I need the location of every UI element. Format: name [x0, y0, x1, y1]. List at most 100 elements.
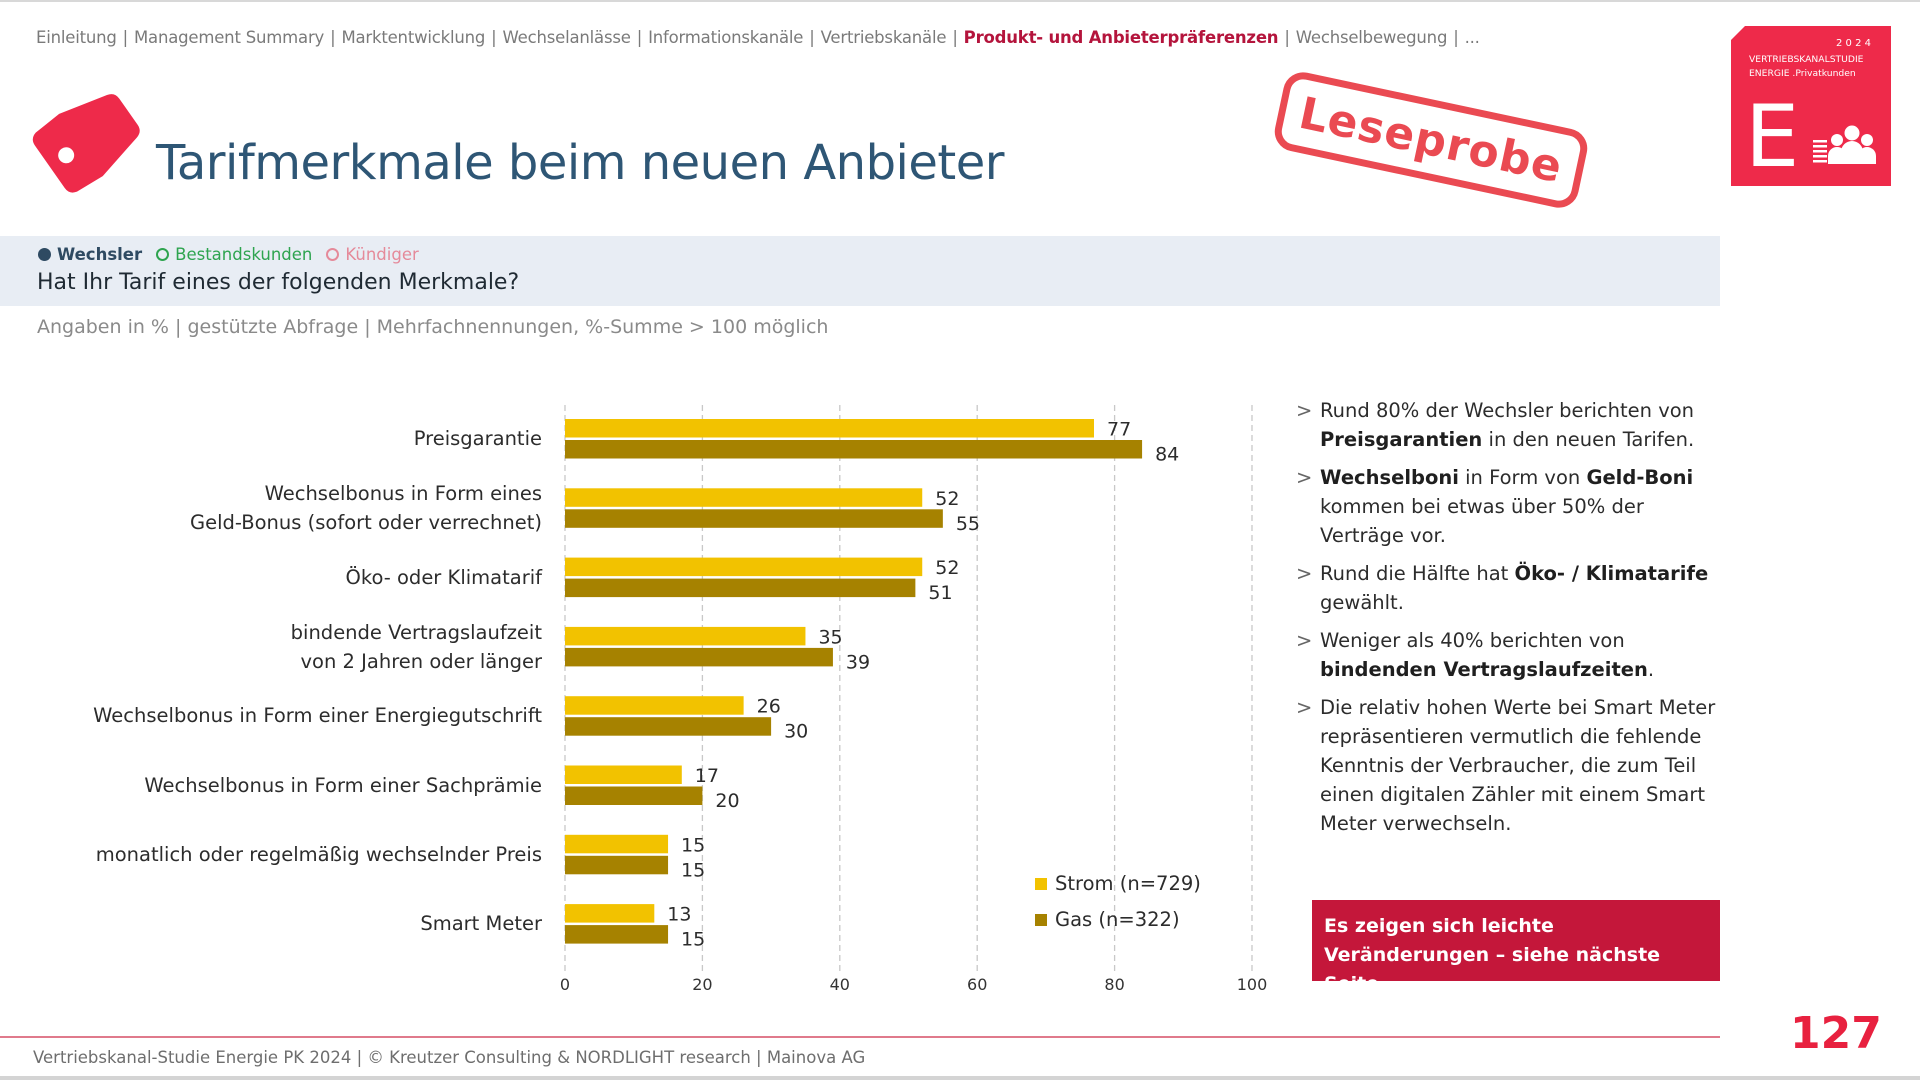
chevron-right-icon: > — [1296, 399, 1313, 422]
insight-text: in Form von — [1458, 466, 1587, 489]
category-label-line: von 2 Jahren oder länger — [300, 649, 542, 673]
insight-text: kommen bei etwas über 50% der Verträge v… — [1320, 495, 1644, 547]
category-label: Smart Meter — [420, 909, 542, 938]
bar-gas — [565, 717, 772, 736]
nav-item[interactable]: Einleitung — [36, 28, 117, 47]
insight-text: Rund die Hälfte hat — [1320, 562, 1515, 585]
nav-separator: | — [1453, 28, 1459, 47]
nav-item[interactable]: ... — [1464, 28, 1480, 47]
filter-label: Kündiger — [345, 245, 419, 264]
filter-wechsler[interactable]: Wechsler — [38, 245, 142, 264]
bar-gas — [565, 647, 833, 667]
data-label: 15 — [681, 859, 705, 881]
bar-strom — [565, 419, 1094, 438]
insight-bullet: > Rund die Hälfte hat Öko- / Klimatarife … — [1296, 559, 1716, 617]
page-title: Tarifmerkmale beim neuen Anbieter — [156, 135, 1005, 191]
insight-bullet: > Rund 80% der Wechsler berichten von Pre… — [1296, 396, 1716, 454]
filter-label: Bestandskunden — [175, 245, 313, 264]
category-label: Wechselbonus in Form einer Energiegutsch… — [93, 701, 542, 730]
nav-item[interactable]: Informationskanäle — [648, 28, 804, 47]
data-label: 15 — [681, 929, 705, 951]
insight-emphasis: Preisgarantien — [1320, 428, 1483, 451]
nav-item[interactable]: Wechselbewegung — [1295, 28, 1448, 47]
bar-strom — [565, 557, 923, 577]
segment-filters: Wechsler Bestandskunden Kündiger — [38, 245, 419, 264]
logo-year: 2 0 2 4 — [1836, 38, 1871, 49]
nav-separator: | — [122, 28, 129, 47]
category-label-line: Preisgarantie — [413, 427, 542, 451]
chevron-right-icon: > — [1296, 466, 1313, 489]
bar-strom — [565, 904, 655, 923]
insight-emphasis: Geld-Boni — [1586, 466, 1694, 489]
data-label: 13 — [667, 904, 691, 926]
question-band — [0, 236, 1720, 306]
insight-emphasis: Öko- / Klimatarife — [1514, 562, 1709, 585]
x-tick-label: 20 — [692, 975, 712, 994]
footer-divider — [0, 1036, 1720, 1038]
bottom-border — [0, 1076, 1920, 1080]
data-label: 35 — [818, 626, 842, 648]
insight-text: Weniger als 40% berichten von — [1320, 629, 1625, 652]
top-border — [0, 0, 1920, 2]
category-label-line: Wechselbonus in Form eines — [264, 482, 542, 506]
category-label-line: Geld-Bonus (sofort oder verrechnet) — [190, 511, 542, 535]
category-label: monatlich oder regelmäßig wechselnder Pr… — [96, 840, 542, 869]
bar-gas — [565, 925, 669, 944]
filter-kuendiger[interactable]: Kündiger — [326, 245, 419, 264]
nav-item[interactable]: Marktentwicklung — [341, 28, 486, 47]
page-number: 127 — [1790, 1008, 1882, 1059]
category-label: Preisgarantie — [414, 424, 542, 453]
x-tick-label: 100 — [1237, 975, 1268, 994]
insight-bullet: > Weniger als 40% berichten von bindenden… — [1296, 626, 1716, 684]
callout-box: Es zeigen sich leichte Veränderungen – s… — [1312, 900, 1720, 995]
data-label: 15 — [681, 834, 705, 856]
study-logo: 2 0 2 4 VERTRIEBSKANALSTUDIE ENERGIE .Pr… — [1731, 26, 1891, 186]
bar-strom — [565, 696, 744, 715]
filter-bestandskunden[interactable]: Bestandskunden — [156, 245, 312, 264]
category-label: Wechselbonus in Form einer Sachprämie — [144, 771, 542, 800]
nav-item[interactable]: Wechselanlässe — [502, 28, 631, 47]
insight-text: Rund 80% der Wechsler berichten von — [1320, 399, 1695, 422]
legend-label: Strom (n=729) — [1055, 872, 1201, 895]
nav-item[interactable]: Vertriebskanäle — [820, 28, 947, 47]
x-tick-label: 60 — [967, 975, 987, 994]
nav-separator: | — [809, 28, 815, 47]
legend-swatch-gas — [1035, 913, 1047, 926]
bar-strom — [565, 626, 806, 646]
category-label-line: Öko- oder Klimatarif — [345, 565, 542, 589]
footer-text: Vertriebskanal-Studie Energie PK 2024 | … — [33, 1048, 866, 1067]
nav-separator: | — [491, 28, 497, 47]
nav-item[interactable]: Produkt- und Anbieterpräferenzen — [963, 28, 1279, 47]
insights-list: > Rund 80% der Wechsler berichten von Pre… — [1296, 396, 1716, 847]
legend-strom: Strom (n=729) — [1035, 872, 1201, 895]
category-label-line: Wechselbonus in Form einer Energiegutsch… — [93, 704, 542, 728]
data-label: 52 — [935, 557, 959, 579]
nav-item[interactable]: Management Summary — [134, 28, 325, 47]
x-tick-label: 0 — [560, 975, 570, 994]
legend-label: Gas (n=322) — [1055, 908, 1180, 931]
insight-emphasis: bindenden Vertragslaufzeiten — [1320, 658, 1648, 681]
category-label: bindende Vertragslaufzeit von 2 Jahren od… — [291, 618, 542, 676]
data-label: 52 — [935, 488, 959, 510]
insight-bullet: > Wechselboni in Form von Geld-Boni komme… — [1296, 463, 1716, 550]
bar-strom — [565, 488, 923, 507]
category-label-line: Smart Meter — [420, 912, 542, 936]
data-label: 39 — [846, 651, 870, 673]
insight-text: . — [1647, 658, 1655, 681]
bar-gas — [565, 578, 916, 598]
chevron-right-icon: > — [1296, 696, 1313, 719]
chevron-right-icon: > — [1296, 562, 1313, 585]
logo-line2: ENERGIE .Privatkunden — [1749, 68, 1856, 79]
category-label-line: Wechselbonus in Form einer Sachprämie — [144, 773, 542, 797]
data-label: 30 — [784, 721, 808, 743]
bar-gas — [565, 509, 943, 528]
x-tick-label: 40 — [830, 975, 850, 994]
data-label: 55 — [956, 513, 980, 535]
bar-strom — [565, 834, 669, 854]
data-label: 51 — [928, 582, 952, 604]
bar-gas — [565, 855, 669, 875]
legend-gas: Gas (n=322) — [1035, 908, 1180, 931]
filled-circle-icon — [38, 248, 51, 261]
insight-text: Die relativ hohen Werte bei Smart Meter … — [1320, 696, 1716, 835]
breadcrumb-nav: Einleitung | Management Summary | Marktentwi… — [36, 28, 1480, 47]
